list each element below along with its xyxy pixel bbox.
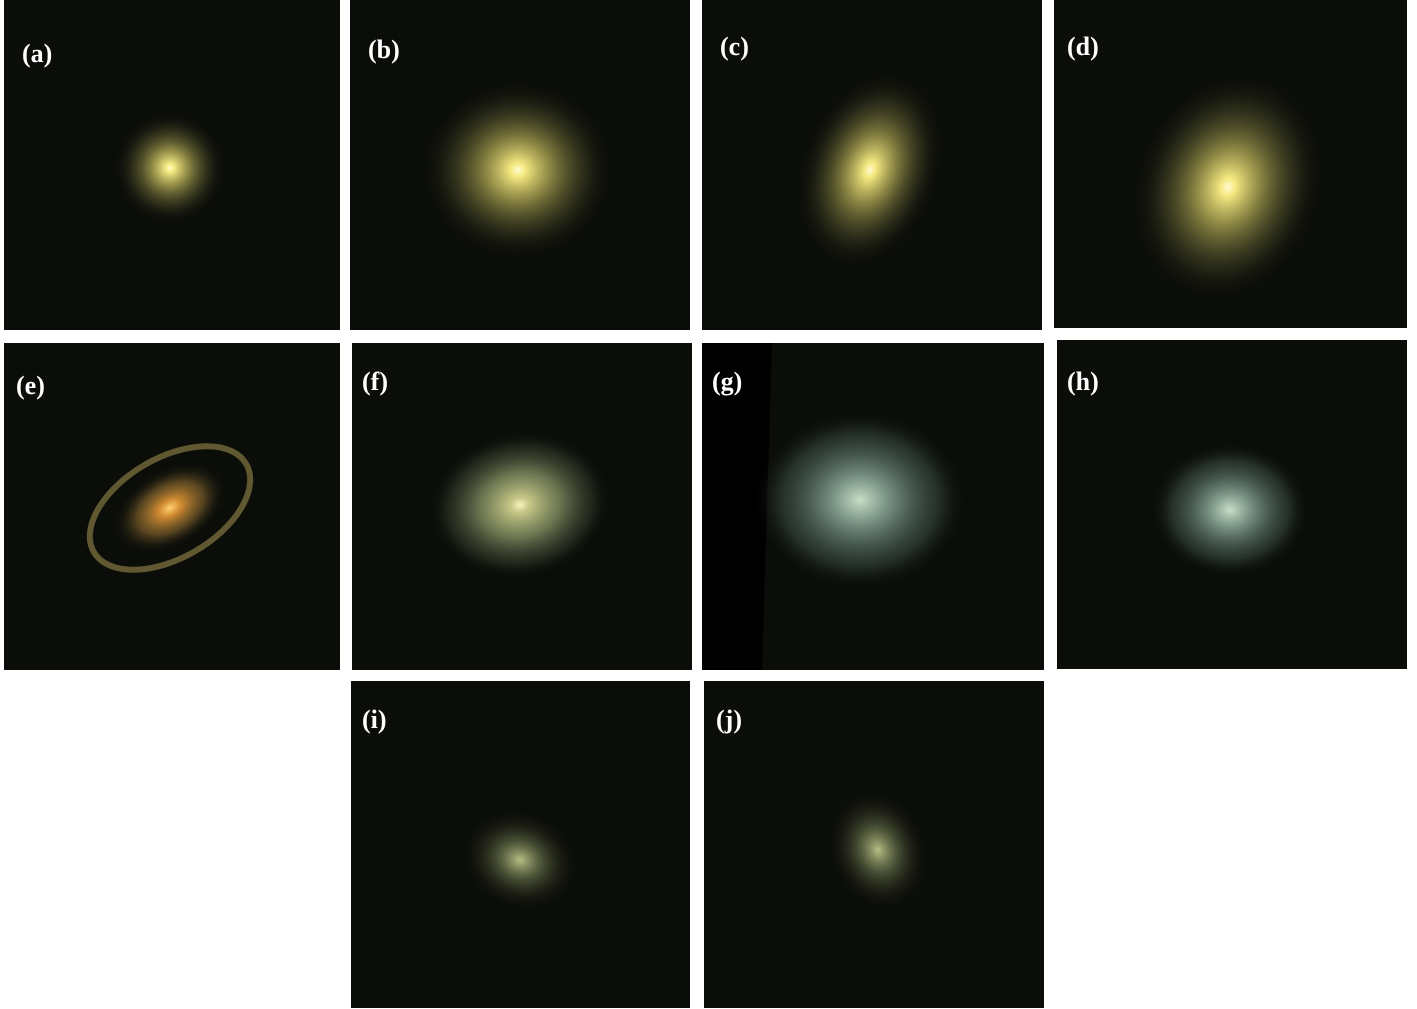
- image-panel: (d): [1054, 0, 1407, 328]
- image-panel: (f): [352, 343, 692, 670]
- image-panel: (g): [702, 343, 1044, 670]
- panel-label: (f): [362, 367, 388, 396]
- image-panel: (a): [4, 0, 340, 330]
- image-panel: (c): [702, 0, 1042, 330]
- image-panel: (j): [704, 681, 1044, 1008]
- galaxy: [1152, 444, 1308, 576]
- figure: (a) (b) (c) (d) (e) (f) (g) (h) (i) (j): [0, 0, 1417, 1009]
- galaxy: [115, 113, 225, 223]
- image-panel: (e): [4, 343, 340, 670]
- image-panel: (h): [1057, 340, 1407, 669]
- panel-label: (c): [720, 32, 749, 61]
- panel-label: (h): [1067, 367, 1099, 396]
- panel-label: (i): [362, 705, 387, 734]
- panel-label: (b): [368, 35, 400, 64]
- image-panel: (i): [351, 681, 690, 1008]
- galaxy: [423, 82, 613, 258]
- panel-label: (e): [16, 371, 45, 400]
- panel-label: (d): [1067, 32, 1099, 61]
- galaxy: [755, 412, 965, 588]
- panel-label: (j): [716, 705, 742, 734]
- image-panel: (b): [350, 0, 690, 330]
- panel-label: (g): [712, 367, 742, 396]
- panel-label: (a): [22, 39, 52, 68]
